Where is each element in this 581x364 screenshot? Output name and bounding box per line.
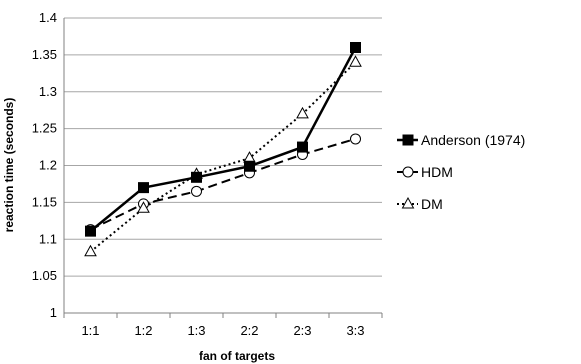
legend-marker: [402, 134, 414, 146]
data-point: [85, 225, 96, 237]
legend-item: DM: [397, 196, 443, 212]
x-axis-label: fan of targets: [199, 349, 275, 363]
y-tick-label: 1.25: [32, 121, 57, 136]
y-tick-label: 1.15: [32, 194, 57, 209]
data-point: [243, 151, 256, 163]
x-tick-label: 1:1: [81, 323, 99, 338]
x-tick-label: 3:3: [346, 323, 364, 338]
data-point: [137, 201, 150, 213]
x-tick-label: 2:3: [293, 323, 311, 338]
gridlines: [63, 17, 383, 318]
data-point: [296, 106, 309, 119]
series-dm: [84, 55, 362, 257]
legend-label: HDM: [421, 164, 453, 180]
data-point: [297, 141, 308, 153]
legend-item: HDM: [397, 164, 453, 180]
series-hdm: [85, 133, 361, 236]
x-tick-label: 1:3: [187, 323, 205, 338]
y-tick-label: 1.35: [32, 47, 57, 62]
series-line: [89, 61, 357, 253]
legend-item: Anderson (1974): [397, 132, 525, 148]
y-tick-label: 1.05: [32, 268, 57, 283]
legend-label: DM: [421, 196, 443, 212]
data-point: [244, 160, 255, 172]
x-tick-labels: 1:1 1:2 1:3 2:2 2:3 3:3: [81, 323, 364, 338]
legend-marker: [401, 196, 415, 209]
y-axis-label: reaction time (seconds): [2, 98, 16, 233]
y-tick-labels: 1 1.05 1.1 1.15 1.2 1.25 1.3 1.35 1.4: [32, 10, 57, 320]
data-point: [191, 171, 202, 183]
x-tick-label: 1:2: [134, 323, 152, 338]
y-tick-label: 1.4: [39, 10, 57, 25]
series-anderson-1974: [85, 42, 361, 237]
y-tick-label: 1: [50, 305, 57, 320]
data-point: [138, 182, 149, 194]
series-line: [90, 137, 356, 231]
data-point: [84, 244, 97, 257]
legend: Anderson (1974) HDM DM: [397, 132, 525, 212]
x-tick-label: 2:2: [240, 323, 258, 338]
data-point: [350, 133, 361, 145]
legend-label: Anderson (1974): [421, 132, 525, 148]
data-point: [349, 55, 362, 67]
data-point: [191, 185, 202, 197]
data-point: [350, 42, 361, 53]
legend-marker: [402, 166, 414, 178]
y-tick-label: 1.2: [39, 158, 57, 173]
series-group: [84, 42, 362, 257]
y-tick-label: 1.3: [39, 84, 57, 99]
y-tick-label: 1.1: [39, 231, 57, 246]
series-line: [89, 46, 357, 233]
